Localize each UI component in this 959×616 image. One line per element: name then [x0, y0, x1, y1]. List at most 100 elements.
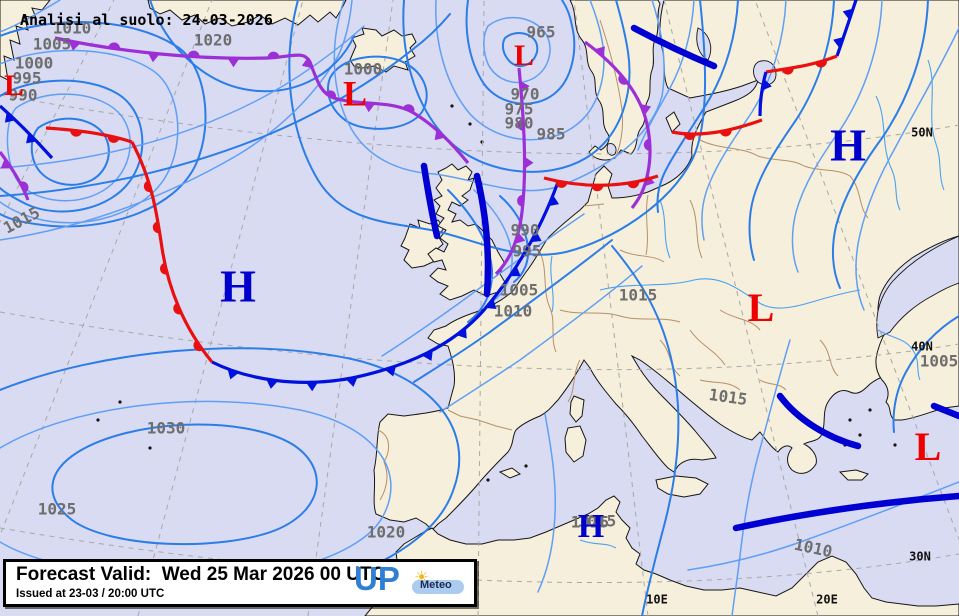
isobar — [0, 25, 365, 169]
graticule-label: 30N — [909, 550, 931, 564]
isobar — [483, 16, 551, 84]
front-pip-semicircle — [781, 67, 794, 75]
black-sea — [876, 235, 959, 339]
river — [550, 255, 554, 313]
pressure-label: 990 — [511, 221, 540, 240]
front-cold-northeast — [835, 0, 858, 57]
front-pip-semicircle — [193, 340, 203, 352]
river — [579, 539, 617, 549]
front-pip-triangle — [594, 46, 605, 58]
front-pip-semicircle — [517, 118, 524, 131]
front-pip-semicircle — [70, 129, 83, 137]
low-pressure-center: L — [4, 69, 24, 102]
pressure-label: 965 — [527, 23, 556, 42]
river — [875, 95, 901, 211]
small-island — [480, 140, 484, 144]
isobar — [0, 347, 461, 575]
country-border — [659, 339, 681, 377]
front-pip-triangle — [4, 112, 16, 123]
graticule-parallel — [0, 527, 959, 584]
logo-up-text: UP — [354, 560, 400, 597]
low-pressure-center: L — [915, 424, 942, 469]
small-island — [868, 408, 872, 412]
country-border — [689, 199, 703, 259]
landmass-sicily — [655, 475, 709, 498]
trough-se-corner — [930, 402, 959, 420]
high-pressure-center: H — [830, 120, 866, 171]
country-border — [559, 309, 681, 323]
river — [659, 199, 671, 259]
landmass-mallorca — [498, 467, 522, 479]
isobar — [447, 189, 494, 323]
country-border — [759, 379, 787, 391]
landmass-labrador-corner — [0, 0, 51, 81]
landmass-gotland — [665, 111, 681, 133]
front-pip-semicircle — [173, 302, 182, 315]
landmass-corsica — [569, 395, 585, 423]
graticule-parallel — [0, 94, 959, 155]
front-warm-baltic — [671, 118, 763, 136]
small-island — [148, 446, 152, 450]
front-pip-semicircle — [627, 181, 640, 189]
front-pip-triangle — [227, 368, 239, 380]
front-pip-semicircle — [19, 181, 29, 193]
front-pip-triangle — [68, 40, 81, 51]
country-border — [447, 409, 513, 431]
front-pip-semicircle — [187, 50, 200, 57]
country-border — [699, 379, 741, 391]
small-island — [858, 433, 862, 437]
front-pip-semicircle — [324, 90, 337, 100]
pressure-label: 970 — [511, 85, 540, 104]
isobar — [637, 0, 695, 151]
pressure-label: 1025 — [38, 500, 77, 519]
landmass-scandinavia — [569, 0, 661, 161]
front-pip-semicircle — [591, 185, 604, 192]
front-pip-semicircle — [160, 262, 168, 275]
front-pip-triangle — [456, 327, 467, 339]
isobar — [892, 315, 959, 433]
pressure-label: 1015 — [578, 512, 617, 531]
pressure-label: 980 — [505, 114, 534, 133]
front-pip-triangle — [514, 232, 526, 244]
isobar — [0, 13, 451, 197]
front-pip-triangle — [422, 350, 433, 361]
isobar — [381, 213, 585, 357]
small-island — [96, 418, 100, 422]
country-border — [819, 339, 839, 377]
front-warm-northeast — [765, 54, 838, 74]
front-pip-semicircle — [107, 135, 120, 143]
isobar — [413, 239, 613, 383]
country-border — [583, 203, 605, 207]
isobar — [502, 32, 539, 68]
front-pip-triangle — [266, 379, 279, 389]
map-title: Analisi al suolo: 24-03-2026 — [20, 11, 273, 29]
isobar — [473, 189, 513, 303]
front-pip-triangle — [0, 158, 12, 169]
high-pressure-center: H — [578, 508, 604, 545]
front-pip-triangle — [640, 104, 652, 116]
isobar — [748, 0, 835, 261]
country-border — [377, 429, 389, 501]
isobar — [465, 0, 576, 105]
front-cold-baltic-east — [758, 71, 768, 117]
front-occluded-greenland — [54, 36, 470, 165]
upmeteo-logo: UP ☀ Meteo — [336, 560, 466, 602]
graticule-label: 20E — [816, 593, 838, 607]
trough-east-med — [732, 492, 959, 532]
graticule-meridian — [307, 0, 394, 616]
graticule-parallel — [0, 311, 959, 371]
front-pip-semicircle — [402, 104, 415, 113]
country-border — [539, 251, 557, 353]
small-island — [468, 122, 472, 126]
front-pip-triangle — [147, 52, 160, 63]
front-pip-triangle — [548, 195, 560, 207]
front-occluded-left-edge — [0, 151, 30, 201]
isobar — [611, 245, 680, 616]
pressure-label: 1010 — [494, 302, 533, 321]
front-pip-triangle — [227, 58, 240, 68]
trough-aegean — [776, 392, 862, 450]
small-island — [848, 418, 852, 422]
front-warm-left — [45, 126, 133, 144]
country-border — [699, 139, 805, 167]
